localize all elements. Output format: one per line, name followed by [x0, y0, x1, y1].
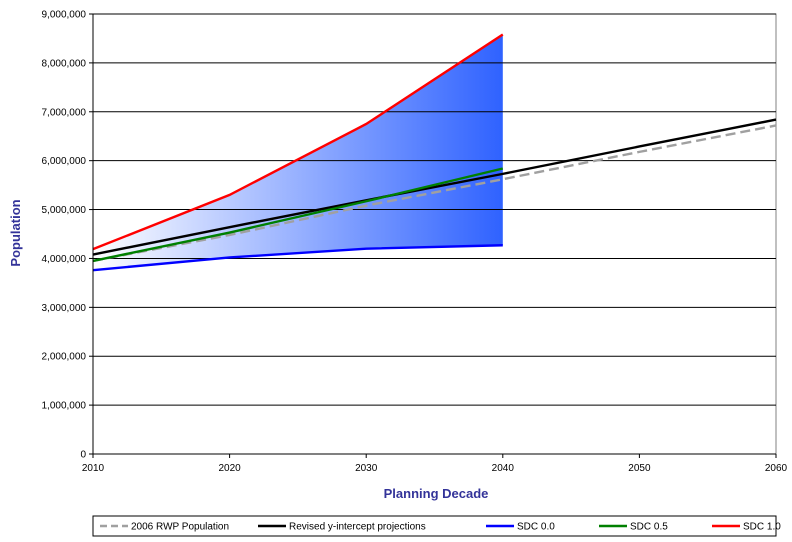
tick-labels: 0 1,000,000 2,000,000 3,000,000 4,000,000 5,0… [42, 10, 788, 475]
y-tick-label: 3,000,000 [42, 303, 87, 314]
series-line-1 [92, 118, 777, 256]
y-axis-title: Population [8, 199, 23, 266]
legend-label: SDC 1.0 [743, 522, 781, 533]
y-tick-label: 5,000,000 [42, 205, 87, 216]
x-tick-label: 2010 [82, 463, 105, 474]
series-line-4 [92, 33, 504, 251]
sdc-range-fill [93, 34, 503, 271]
legend-label: Revised y-intercept projections [289, 522, 426, 533]
gridlines [93, 13, 776, 406]
series-lines [92, 33, 777, 272]
y-tick-label: 0 [80, 450, 86, 461]
x-tick-label: 2050 [628, 463, 651, 474]
y-tick-label: 2,000,000 [42, 352, 87, 363]
series-line-0 [92, 124, 777, 263]
x-axis-title: Planning Decade [384, 486, 489, 501]
legend-label: 2006 RWP Population [131, 522, 229, 533]
y-tick-label: 1,000,000 [42, 401, 87, 412]
axes [89, 13, 777, 458]
sdc-range-band [93, 34, 503, 271]
legend-box [92, 515, 777, 537]
legend: 2006 RWP Population Revised y-intercept p… [92, 515, 781, 537]
y-tick-label: 8,000,000 [42, 58, 87, 69]
y-tick-label: 6,000,000 [42, 156, 87, 167]
series-line-3 [92, 167, 504, 263]
legend-label: SDC 0.5 [630, 522, 668, 533]
x-tick-label: 2030 [355, 463, 378, 474]
legend-label: SDC 0.0 [517, 522, 555, 533]
x-tick-label: 2020 [218, 463, 241, 474]
x-tick-label: 2060 [765, 463, 788, 474]
y-tick-label: 9,000,000 [42, 10, 87, 21]
x-tick-label: 2040 [492, 463, 515, 474]
y-tick-label: 7,000,000 [42, 107, 87, 118]
y-tick-label: 4,000,000 [42, 254, 87, 265]
series-line-2 [92, 244, 503, 272]
